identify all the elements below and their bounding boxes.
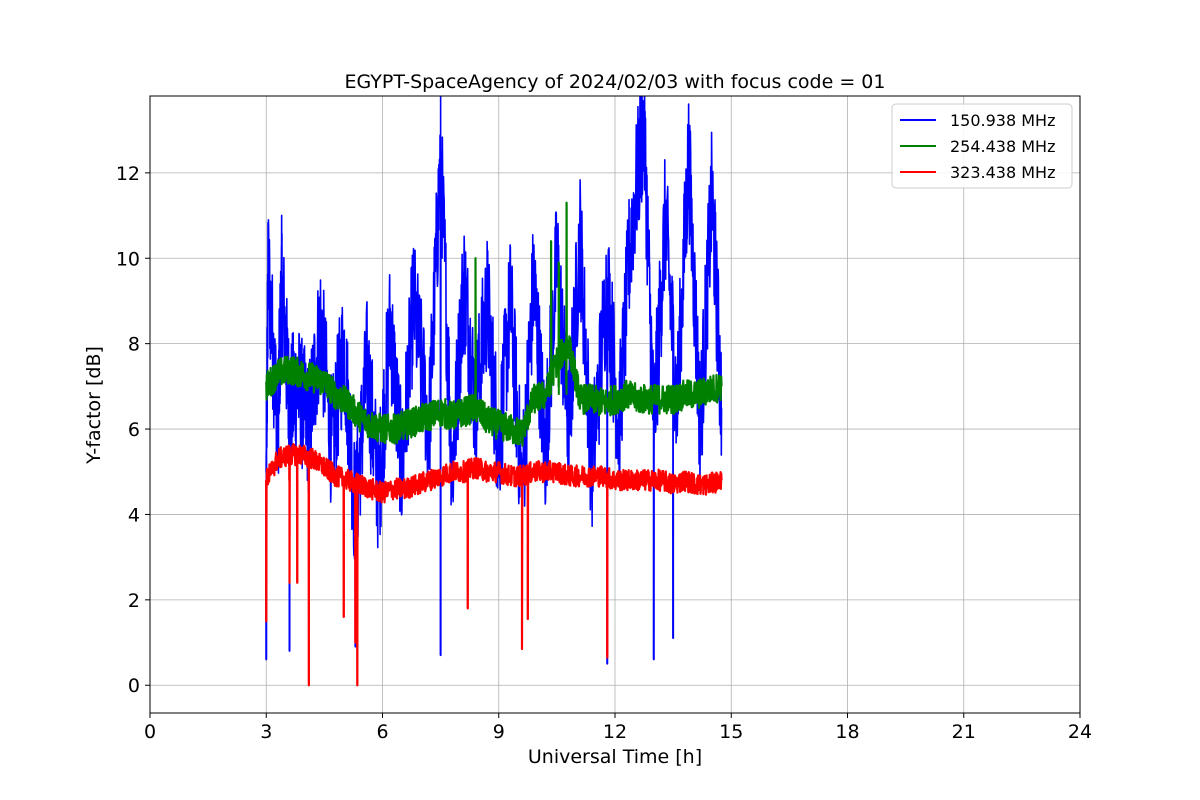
y-tick-label: 2 <box>128 590 140 612</box>
series-group <box>264 96 723 687</box>
series-line <box>264 443 723 687</box>
x-tick-label: 24 <box>1068 721 1092 743</box>
y-axis-label: Y-factor [dB] <box>83 346 105 465</box>
legend-entry-label: 150.938 MHz <box>950 111 1055 130</box>
y-tick-label: 12 <box>116 163 140 185</box>
x-tick-label: 21 <box>952 721 976 743</box>
legend-entry-label: 254.438 MHz <box>950 137 1055 156</box>
x-tick-label: 3 <box>260 721 272 743</box>
x-tick-label: 9 <box>493 721 505 743</box>
y-tick-label: 0 <box>128 675 140 697</box>
x-tick-label: 15 <box>719 721 743 743</box>
legend: 150.938 MHz 254.438 MHz 323.438 MHz <box>891 103 1073 189</box>
x-tick-label: 6 <box>376 721 388 743</box>
x-tick-label: 0 <box>144 721 156 743</box>
legend-entry-label: 323.438 MHz <box>950 163 1055 182</box>
x-tick-label: 12 <box>603 721 627 743</box>
y-tick-label: 10 <box>116 248 140 270</box>
x-tick-label: 18 <box>835 721 859 743</box>
series-line <box>265 201 723 447</box>
y-tick-label: 4 <box>128 504 140 526</box>
x-axis-label: Universal Time [h] <box>528 746 702 768</box>
y-tick-label: 8 <box>128 334 140 356</box>
chart-title: EGYPT-SpaceAgency of 2024/02/03 with foc… <box>345 71 886 93</box>
y-tick-label: 6 <box>128 419 140 441</box>
legend-box <box>891 103 1073 189</box>
